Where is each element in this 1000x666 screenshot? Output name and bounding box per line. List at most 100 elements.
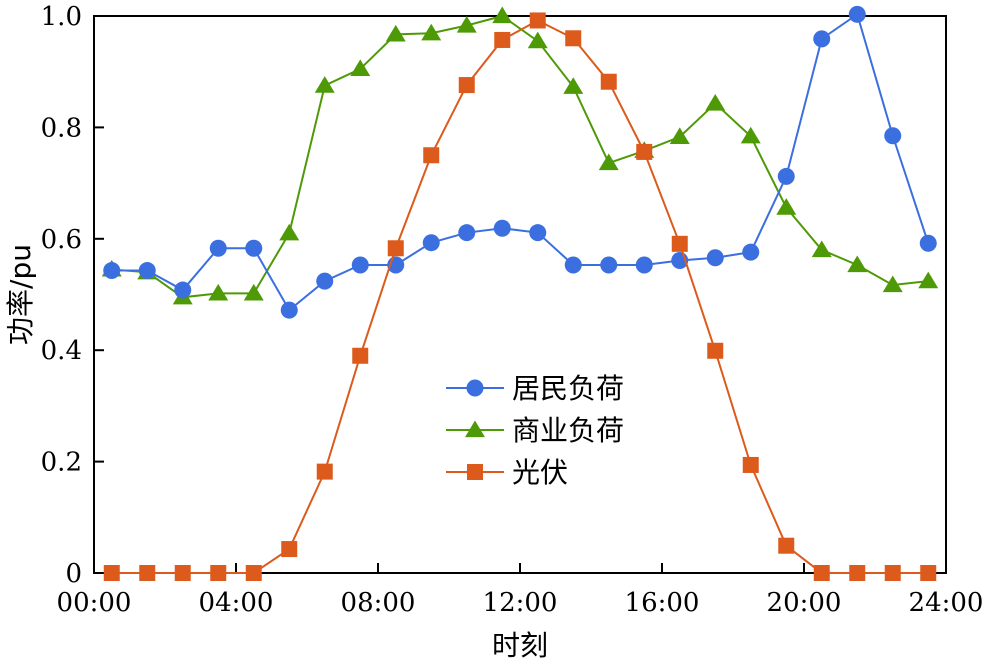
data-point <box>422 234 440 252</box>
data-point <box>138 262 156 280</box>
data-point <box>387 240 404 257</box>
data-point <box>458 224 476 242</box>
x-tick-label: 24:00 <box>909 588 984 618</box>
legend-marker <box>466 379 484 397</box>
data-point <box>139 565 156 581</box>
data-point <box>493 219 511 237</box>
data-point <box>456 15 477 33</box>
data-point <box>598 153 619 171</box>
data-point <box>813 30 831 48</box>
data-point <box>847 255 868 273</box>
y-tick-label: 1.0 <box>41 2 82 32</box>
data-point <box>600 73 617 90</box>
data-point <box>742 243 760 261</box>
data-point <box>777 167 795 185</box>
data-point <box>778 537 795 554</box>
data-point <box>316 272 334 290</box>
data-point <box>563 77 584 94</box>
data-point <box>918 271 939 289</box>
data-point <box>423 147 440 164</box>
y-tick-label: 0 <box>65 559 82 589</box>
y-axis-title: 功率/pu <box>4 244 37 345</box>
legend-item: 光伏 <box>446 456 568 489</box>
series-line <box>111 12 930 312</box>
series-layer <box>101 5 939 581</box>
data-point <box>350 59 371 77</box>
x-tick-label: 12:00 <box>483 588 558 618</box>
data-point <box>705 93 726 111</box>
data-point <box>245 565 262 581</box>
data-point <box>103 565 120 581</box>
data-point <box>848 5 866 23</box>
data-point <box>669 127 690 144</box>
data-point <box>811 240 832 258</box>
data-point <box>103 262 121 280</box>
data-point <box>600 256 618 274</box>
data-point <box>174 565 191 581</box>
data-point <box>565 30 582 47</box>
y-tick-label: 0.6 <box>41 225 82 255</box>
data-point <box>352 347 369 364</box>
data-point <box>740 126 761 144</box>
y-tick-label: 0.8 <box>41 113 82 143</box>
legend-label: 商业负荷 <box>512 414 624 447</box>
data-point <box>636 143 653 160</box>
data-point <box>564 256 582 274</box>
data-point <box>919 234 937 252</box>
series-square <box>103 12 937 581</box>
data-point <box>314 76 335 93</box>
data-point <box>706 249 724 267</box>
data-point <box>920 565 937 581</box>
data-point <box>635 256 653 274</box>
data-point <box>210 565 227 581</box>
x-axis-title: 时刻 <box>492 629 548 662</box>
data-point <box>529 12 546 29</box>
data-point <box>316 463 333 480</box>
legend-item: 商业负荷 <box>446 414 624 447</box>
data-point <box>742 456 759 473</box>
axes: 0 0.2 0.4 0.6 0.8 1.0 00:00 04:00 08:00 12:00 16:0… <box>41 2 984 618</box>
data-point <box>385 24 406 42</box>
data-point <box>280 301 298 319</box>
y-tick-label: 0.4 <box>41 336 82 366</box>
data-point <box>527 31 548 49</box>
legend-label: 光伏 <box>512 456 568 489</box>
legend-marker <box>465 420 485 438</box>
data-point <box>529 224 547 242</box>
data-point <box>421 23 442 41</box>
y-tick-label: 0.2 <box>41 448 82 478</box>
data-point <box>209 239 227 257</box>
data-point <box>351 256 369 274</box>
series-triangle <box>101 6 939 305</box>
data-point <box>281 541 298 558</box>
data-point <box>208 283 229 301</box>
data-point <box>494 31 511 48</box>
data-point <box>882 275 903 293</box>
data-point <box>279 223 300 241</box>
data-point <box>707 342 724 359</box>
x-tick-label: 08:00 <box>341 588 416 618</box>
x-tick-label: 04:00 <box>199 588 274 618</box>
data-point <box>245 239 263 257</box>
data-point <box>813 565 830 581</box>
data-point <box>243 283 264 301</box>
data-point <box>174 281 192 299</box>
series-circle <box>103 5 937 319</box>
legend-label: 居民负荷 <box>512 372 624 405</box>
data-point <box>492 6 513 24</box>
legend-item: 居民负荷 <box>446 372 624 405</box>
data-point <box>776 198 797 215</box>
data-point <box>884 127 902 145</box>
x-tick-label: 16:00 <box>625 588 700 618</box>
series-line <box>111 14 929 299</box>
data-point <box>671 235 688 252</box>
legend-marker <box>467 464 483 480</box>
data-point <box>458 77 475 94</box>
data-point <box>849 565 866 581</box>
data-point <box>884 565 901 581</box>
x-tick-label: 20:00 <box>767 588 842 618</box>
x-tick-label: 00:00 <box>57 588 132 618</box>
